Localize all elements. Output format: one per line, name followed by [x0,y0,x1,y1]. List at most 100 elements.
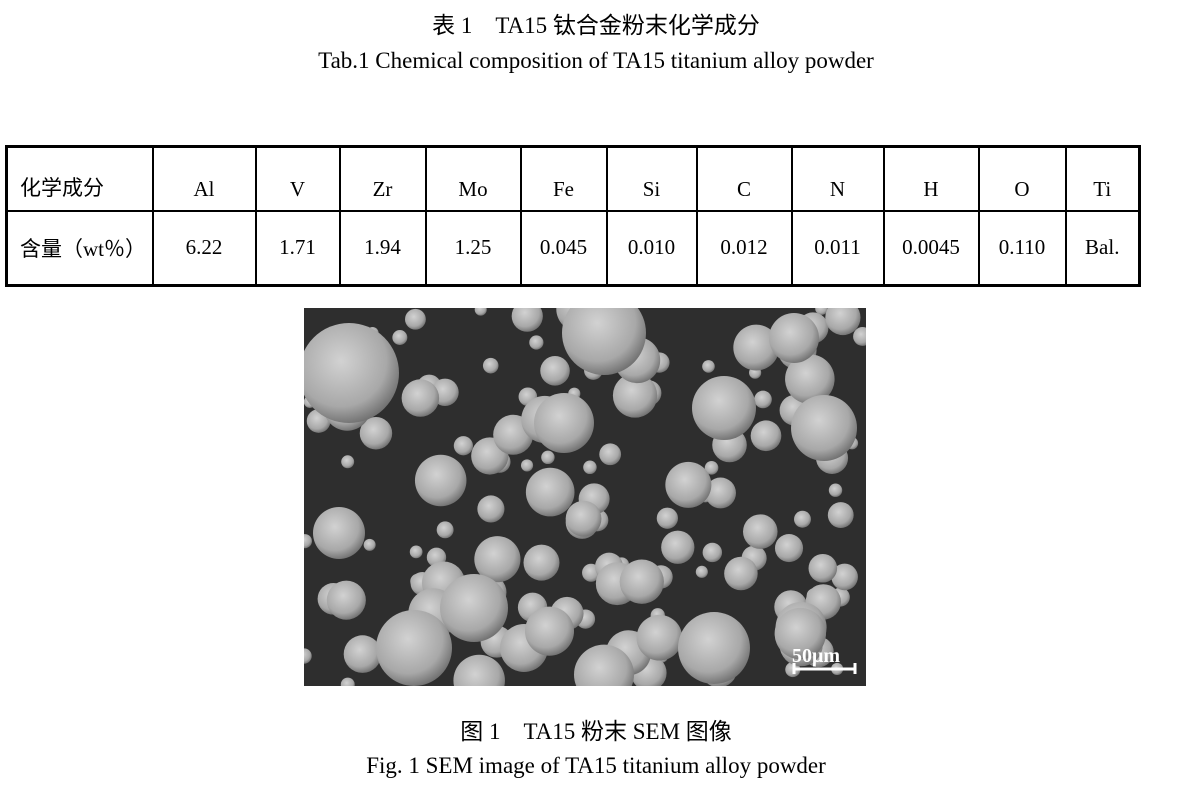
table-header-row: 化学成分 Al V Zr Mo Fe Si C N H O Ti [5,145,1141,212]
powder-particle [702,542,723,563]
powder-particle [340,677,355,686]
element-header-cell: Al [151,145,257,212]
element-value-cell: Bal. [1064,209,1141,286]
powder-particle [636,614,683,661]
scale-bar [792,663,857,674]
figure-caption-en: Fig. 1 SEM image of TA15 titanium alloy … [366,753,826,778]
powder-particle [529,335,544,350]
element-header-cell: O [977,145,1067,212]
element-header-cell: N [790,145,885,212]
element-value-cell: 1.71 [254,209,341,286]
powder-particle [827,502,854,529]
powder-particle [401,379,440,417]
element-value-cell: 1.94 [338,209,427,286]
powder-particle [692,376,756,440]
element-header-cell: Mo [424,145,522,212]
powder-particle [405,308,426,330]
element-value-cell: 6.22 [151,209,257,286]
element-value-cell: 0.045 [519,209,608,286]
powder-particle [341,455,355,469]
powder-particle [474,308,487,316]
powder-particle [477,495,505,523]
value-header-cell: 含量（wt％） [5,209,154,286]
table-caption-en: Tab.1 Chemical composition of TA15 titan… [318,48,874,73]
powder-particle [665,461,712,508]
table-value-row: 含量（wt％） 6.22 1.71 1.94 1.25 0.045 0.010 0.012 0… [5,209,1141,286]
powder-particle [794,510,811,528]
scale-bar-label: 50μm [792,645,840,667]
powder-particle [695,565,708,578]
element-header-cell: Zr [338,145,427,212]
powder-particle [724,556,758,591]
powder-particle [453,436,473,456]
element-header-cell: H [882,145,980,212]
powder-particle [661,530,695,564]
powder-particle [436,521,454,539]
powder-particle [440,574,508,642]
element-header-cell: Si [605,145,698,212]
element-value-cell: 0.011 [790,209,885,286]
powder-particle [612,373,658,418]
powder-particle [313,507,365,559]
powder-particle [705,477,736,509]
powder-particle [565,500,602,537]
powder-particle [599,443,622,466]
powder-particle [743,514,778,549]
powder-particle [524,606,575,656]
powder-particle [774,607,827,660]
element-value-cell: 0.0045 [882,209,980,286]
powder-particle [304,323,399,423]
powder-particle [525,467,575,517]
figure-caption-cn: 图 1 TA15 粉末 SEM 图像 [460,719,732,744]
powder-particle [704,461,719,475]
element-header-cell: Ti [1064,145,1141,212]
powder-particle [474,536,521,583]
powder-particle [540,356,570,386]
powder-particle [853,327,866,346]
powder-particle [791,395,857,461]
powder-particle [534,393,594,453]
element-value-cell: 0.012 [695,209,793,286]
element-header-cell: Fe [519,145,608,212]
element-header-cell: C [695,145,793,212]
powder-particle [343,635,382,673]
powder-particle [828,483,843,497]
powder-particle [815,308,828,315]
powder-particle [326,580,366,620]
powder-particle [304,534,312,549]
powder-particle [574,644,634,686]
row-header-cell: 化学成分 [5,145,154,212]
powder-particle [656,507,678,529]
powder-particle [785,354,835,404]
powder-particle [376,610,452,686]
element-header-cell: V [254,145,341,212]
powder-particle [583,460,597,475]
table-caption-cn: 表 1 TA15 钛合金粉末化学成分 [432,13,760,38]
powder-particle [702,360,715,373]
powder-particle [511,308,543,332]
powder-particle [562,308,646,375]
composition-table: 化学成分 Al V Zr Mo Fe Si C N H O Ti 含量（wt％） 6.22 1.71 1… [5,145,1141,287]
powder-particle [825,308,861,336]
powder-particle [482,357,499,374]
powder-particle [392,330,408,346]
element-value-cell: 1.25 [424,209,522,286]
sem-image: 50μm [304,308,866,686]
powder-particle [831,563,858,591]
element-value-cell: 0.010 [605,209,698,286]
powder-particle [523,544,560,581]
powder-particle [304,648,312,664]
powder-particle [678,612,750,684]
powder-particle [750,420,782,452]
element-value-cell: 0.110 [977,209,1067,286]
powder-particle [808,553,838,583]
powder-particle [453,654,505,686]
powder-particle [541,450,555,465]
powder-particle [619,559,664,604]
powder-particle [520,459,534,472]
powder-particle [754,390,772,409]
powder-particle [774,534,804,563]
powder-particle [409,545,423,559]
powder-particle [359,417,393,450]
powder-particle [414,454,467,507]
